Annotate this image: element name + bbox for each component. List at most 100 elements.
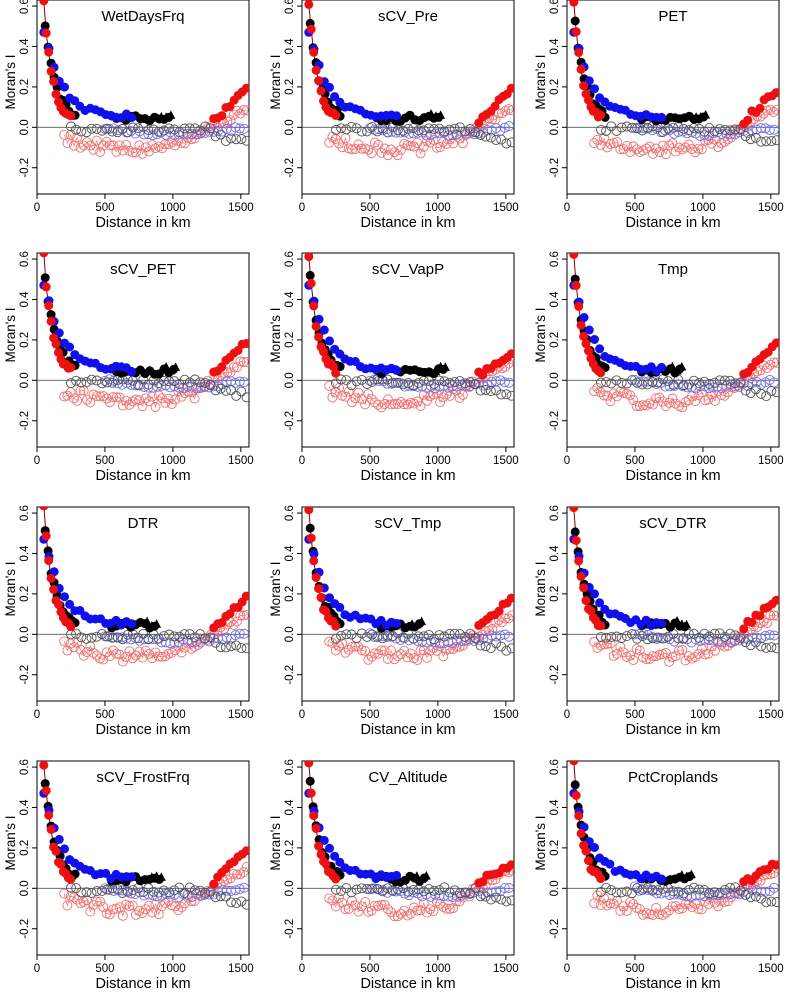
black-open-point <box>336 123 347 134</box>
black-open-point <box>195 125 206 136</box>
black-open-point <box>663 631 674 642</box>
black-open-point <box>694 632 705 643</box>
red-point <box>46 316 56 326</box>
red-point <box>596 874 606 884</box>
red-point <box>241 591 249 601</box>
black-open-point <box>434 630 445 641</box>
black-open-point <box>367 629 378 640</box>
red-open-point <box>173 641 184 652</box>
black-open-point <box>627 122 637 133</box>
red-open-point <box>369 648 380 659</box>
red-point <box>66 363 76 373</box>
red-open-point <box>693 649 704 660</box>
red-open-point <box>69 892 79 903</box>
black-open-point <box>341 629 352 640</box>
red-point <box>576 828 586 838</box>
black-open-point <box>158 375 169 386</box>
black-open-point <box>657 127 668 137</box>
black-open-point <box>71 124 82 135</box>
black-open-point <box>606 632 617 643</box>
red-open-point <box>62 138 73 149</box>
black-open-point <box>678 380 689 391</box>
red-open-point <box>392 651 403 662</box>
black-open-point <box>81 887 92 898</box>
red-open-point <box>130 909 141 920</box>
red-point <box>331 874 341 884</box>
red-open-point <box>621 140 632 151</box>
black-open-point <box>632 883 643 894</box>
black-open-point <box>76 126 87 137</box>
black-triangle <box>161 361 171 371</box>
black-open-point <box>719 375 730 386</box>
blue-open-point <box>239 882 249 893</box>
red-open-point <box>173 386 184 397</box>
x-tick-label: 1000 <box>160 963 186 975</box>
red-point <box>771 338 779 348</box>
black-triangle <box>672 366 682 375</box>
blue-open-point <box>638 629 649 640</box>
black-point <box>40 273 50 283</box>
red-open-point <box>768 107 779 117</box>
y-tick-label: 0.2 <box>19 79 31 95</box>
red-open-point <box>114 649 125 660</box>
black-open-point <box>647 884 658 895</box>
black-open-point <box>606 378 617 389</box>
y-tick-label: 0.0 <box>284 626 296 642</box>
red-open-point <box>709 395 720 406</box>
black-open-point <box>611 887 622 898</box>
black-open-point <box>642 379 653 390</box>
red-open-point <box>490 114 501 125</box>
black-open-point <box>444 628 455 639</box>
red-open-point <box>235 869 246 880</box>
red-open-point <box>170 645 181 656</box>
red-point <box>571 790 581 800</box>
blue-point <box>54 328 64 338</box>
red-open-point <box>228 362 239 373</box>
blue-point <box>319 835 329 845</box>
blue-open-point <box>677 634 688 644</box>
panel-dtr: DTR 0 500 1000 1500 Distance in km -0.2 0.0 0.2 0… <box>3 505 254 738</box>
y-tick-label: 0.4 <box>549 291 561 308</box>
red-open-point <box>670 398 681 409</box>
black-open-point <box>164 376 175 387</box>
black-open-point <box>143 883 154 894</box>
black-open-point <box>408 633 419 644</box>
black-open-point <box>627 375 637 386</box>
black-open-point <box>392 125 403 136</box>
plot-area <box>569 253 779 413</box>
red-point <box>571 535 581 545</box>
red-open-point <box>232 616 242 627</box>
red-point <box>309 811 319 821</box>
red-open-point <box>602 900 613 911</box>
y-tick-label: 0.4 <box>284 545 296 562</box>
black-open-point <box>76 887 87 898</box>
red-point <box>579 81 589 91</box>
black-open-point <box>601 632 612 643</box>
red-open-point <box>228 620 239 630</box>
black-open-point <box>220 642 231 653</box>
red-open-point <box>356 645 367 656</box>
black-open-point <box>91 631 102 642</box>
red-open-point <box>153 651 164 662</box>
x-tick-label: 1500 <box>493 202 519 214</box>
x-tick-label: 0 <box>299 963 305 975</box>
black-open-point <box>66 378 76 389</box>
red-open-point <box>425 645 436 656</box>
black-open-point <box>657 633 668 644</box>
red-open-point <box>628 395 639 406</box>
blue-point <box>595 598 605 608</box>
red-open-point <box>366 905 377 916</box>
y-axis-label: Moran's I <box>268 561 283 616</box>
black-open-point <box>439 882 450 893</box>
red-open-point <box>134 140 145 151</box>
red-open-point <box>765 359 776 370</box>
black-open-point <box>725 375 736 386</box>
red-series-line <box>328 108 512 156</box>
y-tick-label: -0.2 <box>19 158 31 178</box>
red-open-point <box>327 895 338 906</box>
red-point <box>506 83 514 93</box>
red-point <box>304 0 314 9</box>
black-open-point <box>377 633 388 644</box>
x-tick-label: 500 <box>360 455 379 467</box>
red-open-point <box>356 394 367 405</box>
